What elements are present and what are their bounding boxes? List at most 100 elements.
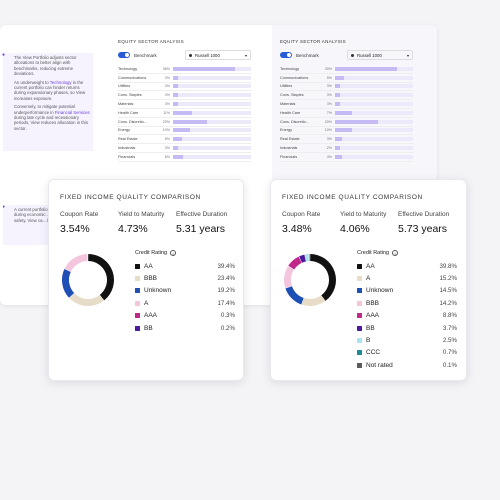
sector-bar-track <box>335 66 413 71</box>
donut-slice-aa[interactable] <box>310 254 336 301</box>
sector-bar <box>173 154 184 159</box>
select-value: Russell 1000 <box>195 52 220 58</box>
credit-rating-donut <box>61 254 114 306</box>
legend-swatch <box>357 325 362 331</box>
donut-slice-unknown[interactable] <box>61 269 75 298</box>
legend-swatch <box>357 362 362 368</box>
legend-label: B <box>366 337 371 345</box>
donut-slice-b[interactable] <box>304 254 309 262</box>
donut-slice-aaa[interactable] <box>288 256 302 270</box>
legend-item: A 15.2% <box>357 272 457 284</box>
benchmark-toggle[interactable] <box>280 52 292 58</box>
legend-label: AA <box>144 262 153 270</box>
sector-bar <box>335 102 341 107</box>
sector-bar <box>173 128 191 133</box>
sector-bar <box>173 84 179 89</box>
sector-row: Communications 3% <box>118 74 251 83</box>
legend-title: Credit Rating i <box>357 250 457 256</box>
sector-bar <box>173 93 179 98</box>
lightbulb-icon: ● <box>2 52 6 58</box>
sector-name: Technology <box>118 66 138 71</box>
legend-value: 39.4% <box>217 262 235 270</box>
legend-item: BB 3.7% <box>357 322 457 334</box>
metric: Coupon Rate 3.48% <box>282 211 320 235</box>
legend-value: 3.7% <box>442 324 457 332</box>
sector-pct: 10% <box>162 128 170 133</box>
legend-label: BB <box>144 324 153 332</box>
legend-swatch <box>357 276 362 282</box>
highlight-link[interactable]: Technology <box>49 79 72 85</box>
sector-bar <box>335 93 341 98</box>
sector-row: Financials 6% <box>118 153 251 162</box>
sector-pct: 3% <box>164 146 170 151</box>
sector-bar <box>173 66 235 71</box>
donut-slice-bb[interactable] <box>299 254 306 263</box>
insight-note: ● The View Portfolio adjusts sector allo… <box>2 52 93 151</box>
sector-row: Cons. Discretio... 20% <box>118 118 251 127</box>
sector-bar <box>335 84 341 89</box>
legend-item: Not rated 0.1% <box>357 359 457 371</box>
sector-bar <box>335 66 397 71</box>
sector-name: Health Care <box>118 110 139 115</box>
benchmark-select[interactable]: Russell 1000 ▾ <box>185 50 251 60</box>
metric: Yield to Maturity 4.73% <box>118 211 164 235</box>
sector-row: Cons. Staples 3% <box>118 91 251 101</box>
legend-value: 14.2% <box>439 299 457 307</box>
sector-pct: 3% <box>326 84 332 89</box>
metric: Coupon Rate 3.54% <box>60 211 98 235</box>
sector-name: Health Care <box>280 110 301 115</box>
legend-label: BB <box>366 324 375 332</box>
benchmark-toggle[interactable] <box>118 52 130 58</box>
metric: Effective Duration 5.73 years <box>398 211 449 235</box>
info-icon[interactable]: i <box>392 250 399 256</box>
sector-name: Industrials <box>118 146 136 151</box>
metric: Yield to Maturity 4.06% <box>340 211 386 235</box>
sector-bar-track <box>335 119 413 124</box>
sector-pct: 3% <box>326 102 332 107</box>
legend-value: 0.3% <box>220 312 235 320</box>
legend-swatch <box>357 350 362 356</box>
donut-slice-bbb[interactable] <box>69 293 104 306</box>
equity-sector-panel: EQUITY SECTOR ANALYSIS Benchmark Russell… <box>118 39 251 162</box>
sector-bar-track <box>173 84 251 89</box>
metric-value: 3.54% <box>60 223 90 235</box>
highlight-link[interactable]: Financial Services <box>54 109 90 115</box>
sector-bar-track <box>173 93 251 98</box>
sector-pct: 5% <box>164 137 170 142</box>
legend-value: 39.8% <box>439 262 457 270</box>
donut-slice-a[interactable] <box>64 254 88 272</box>
donut-slice-bbb[interactable] <box>284 266 294 289</box>
info-icon[interactable]: i <box>170 250 177 256</box>
legend-label: AA <box>366 262 375 270</box>
sector-name: Utilities <box>118 84 131 89</box>
sector-pct: 5% <box>326 75 332 80</box>
legend-item: BB 0.2% <box>135 322 235 334</box>
lightbulb-icon: ● <box>3 205 6 210</box>
donut-slice-ccc[interactable] <box>308 254 310 262</box>
panel-controls: Benchmark Russell 1000 ▾ <box>118 50 251 60</box>
sector-bar <box>173 102 179 107</box>
fixed-income-card: FIXED INCOME QUALITY COMPARISON Coupon R… <box>48 179 244 381</box>
legend-swatch <box>135 276 140 282</box>
benchmark-select[interactable]: Russell 1000 ▾ <box>347 50 413 60</box>
sector-bar-track <box>173 119 251 124</box>
sector-row: Real Estate 5% <box>118 135 251 145</box>
legend-value: 15.2% <box>439 275 457 283</box>
sector-row: Cons. Discretio... 20% <box>280 118 413 127</box>
legend-title: Credit Rating i <box>135 250 235 256</box>
legend-item: AAA 0.3% <box>135 310 235 322</box>
sector-bar <box>335 154 342 159</box>
legend-item: Unknown 14.5% <box>357 285 457 297</box>
donut-slice-aa[interactable] <box>88 254 114 301</box>
sector-name: Cons. Staples <box>280 93 304 98</box>
donut-slice-unknown[interactable] <box>285 286 304 305</box>
donut-slice-a[interactable] <box>301 295 326 306</box>
note-paragraph: The View Portfolio adjusts sector alloca… <box>14 55 77 77</box>
legend-swatch <box>357 300 362 306</box>
sector-row: Energy 10% <box>280 127 413 136</box>
note-paragraph: Conversely, to mitigate potential underp… <box>14 104 90 131</box>
legend-swatch <box>357 288 362 294</box>
sector-bar <box>173 75 179 80</box>
metric-value: 3.48% <box>282 223 312 235</box>
sector-pct: 3% <box>164 75 170 80</box>
